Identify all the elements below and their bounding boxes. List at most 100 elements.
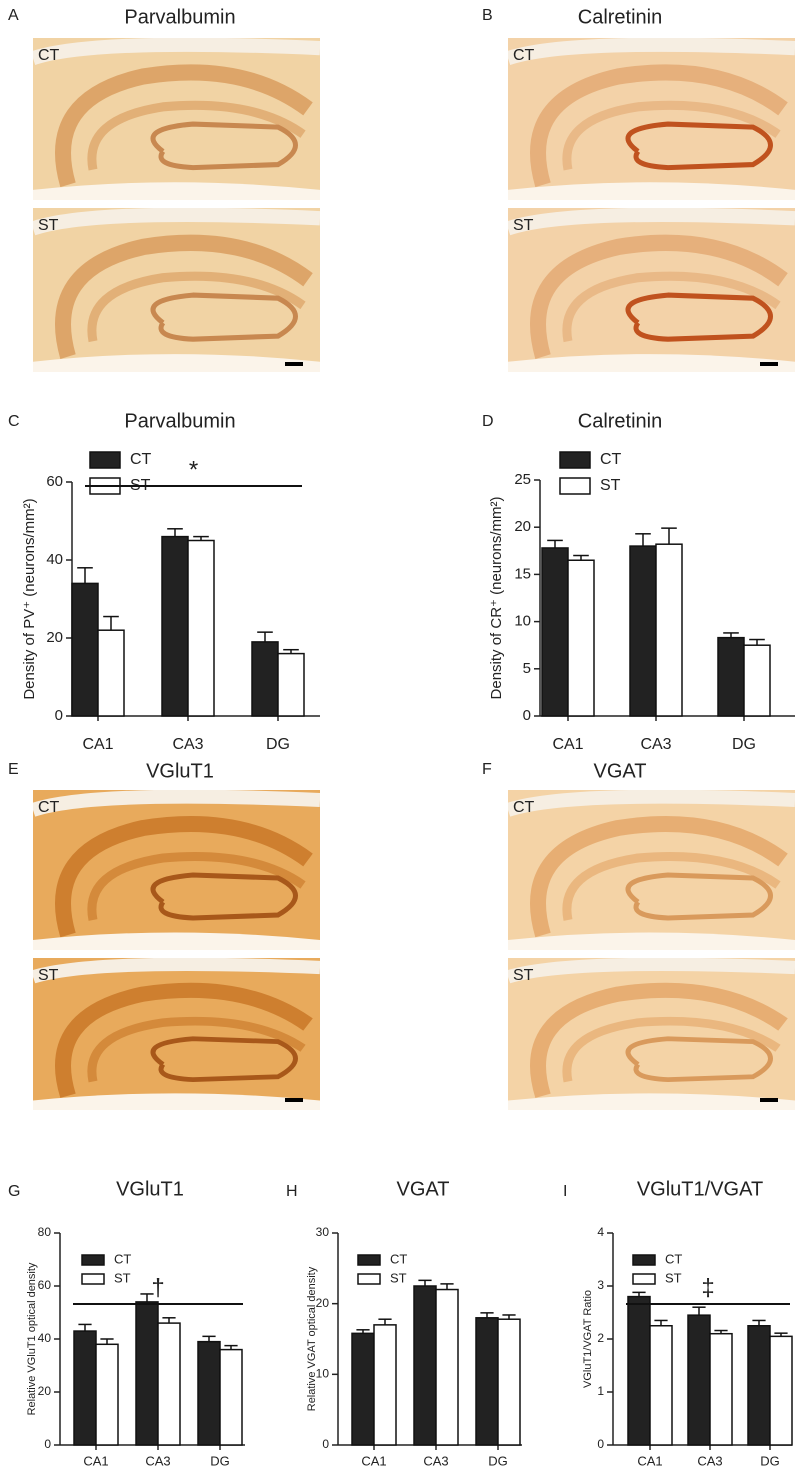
x-tick-label: CA3 [640, 736, 671, 753]
y-axis-label: Relative VGAT optical density [306, 1266, 318, 1411]
y-tick-label: 40 [38, 1331, 52, 1345]
x-tick-label: DG [732, 736, 756, 753]
micrograph [508, 958, 795, 1110]
legend-swatch [559, 451, 591, 469]
micrograph [33, 38, 320, 200]
bar [649, 1325, 673, 1446]
bar [71, 582, 99, 717]
panel-title: Calretinin [578, 6, 662, 28]
bar [629, 545, 657, 717]
legend-swatch [559, 477, 591, 495]
significance-mark: † [151, 1274, 164, 1301]
legend-label: CT [390, 1251, 407, 1266]
y-tick-label: 40 [46, 551, 63, 568]
bar [627, 1295, 651, 1446]
bar [747, 1325, 771, 1446]
legend-swatch [89, 451, 121, 469]
image-label: ST [513, 967, 534, 984]
y-tick-label: 0 [523, 707, 531, 724]
bar [161, 535, 189, 717]
bar [95, 1343, 119, 1446]
y-tick-label: 20 [316, 1296, 330, 1310]
legend-label: ST [390, 1270, 407, 1285]
x-tick-label: DG [210, 1453, 230, 1468]
legend-swatch [357, 1254, 381, 1266]
y-tick-label: 20 [46, 629, 63, 646]
bar [251, 641, 279, 717]
x-tick-label: CA1 [637, 1453, 662, 1468]
legend-label: CT [665, 1251, 682, 1266]
bar [687, 1314, 711, 1446]
x-tick-label: CA3 [145, 1453, 170, 1468]
legend-swatch [632, 1254, 656, 1266]
panel-letter: D [482, 413, 494, 430]
x-tick-label: DG [760, 1453, 780, 1468]
bar [157, 1322, 181, 1446]
x-tick-label: CA3 [172, 736, 203, 753]
image-label: ST [38, 967, 59, 984]
chart-title: VGluT1/VGAT [637, 1178, 763, 1200]
significance-mark: * [189, 456, 198, 483]
panel-letter: C [8, 413, 20, 430]
y-tick-label: 15 [514, 565, 531, 582]
y-tick-label: 10 [316, 1367, 330, 1381]
y-tick-label: 4 [597, 1225, 604, 1239]
legend-swatch [632, 1273, 656, 1285]
image-label: CT [38, 47, 60, 64]
y-tick-label: 2 [597, 1331, 604, 1345]
legend-label: CT [130, 451, 152, 468]
panel-letter: I [563, 1183, 567, 1200]
bar [567, 559, 595, 717]
micrograph [33, 208, 320, 372]
image-label: ST [513, 217, 534, 234]
y-tick-label: 5 [523, 660, 531, 677]
chart-title: VGluT1 [116, 1178, 184, 1200]
chart-title: Parvalbumin [124, 410, 235, 432]
image-label: CT [513, 47, 535, 64]
x-tick-label: DG [266, 736, 290, 753]
panel-letter: F [482, 761, 492, 778]
y-tick-label: 20 [38, 1384, 52, 1398]
chart-title: Calretinin [578, 410, 662, 432]
y-tick-label: 3 [597, 1278, 604, 1292]
image-label: ST [38, 217, 59, 234]
x-tick-label: CA1 [82, 736, 113, 753]
bar [717, 636, 745, 717]
bar [655, 543, 683, 717]
y-tick-label: 0 [44, 1437, 51, 1451]
x-tick-label: CA3 [697, 1453, 722, 1468]
y-tick-label: 0 [597, 1437, 604, 1451]
bar [497, 1318, 521, 1446]
significance-mark: ‡ [701, 1274, 714, 1301]
y-tick-label: 60 [46, 473, 63, 490]
y-axis-label: Density of CR⁺ (neurons/mm²) [488, 497, 505, 700]
bar [475, 1317, 499, 1446]
bar [219, 1348, 243, 1446]
y-tick-label: 20 [514, 518, 531, 535]
legend-label: ST [114, 1270, 131, 1285]
panel-title: VGluT1 [146, 760, 214, 782]
image-label: CT [513, 799, 535, 816]
y-tick-label: 25 [514, 471, 531, 488]
y-tick-label: 60 [38, 1278, 52, 1292]
legend-label: ST [600, 477, 621, 494]
bar [373, 1324, 397, 1446]
bar [277, 652, 305, 717]
micrograph [508, 790, 795, 950]
panel-title: VGAT [594, 760, 647, 782]
bar [709, 1332, 733, 1446]
legend-swatch [357, 1273, 381, 1285]
y-tick-label: 0 [322, 1437, 329, 1451]
x-tick-label: CA3 [423, 1453, 448, 1468]
scale-bar [760, 362, 778, 366]
chart-title: VGAT [397, 1178, 450, 1200]
bar [413, 1285, 437, 1446]
bar [135, 1301, 159, 1446]
scale-bar [760, 1098, 778, 1102]
panel-letter: H [286, 1183, 298, 1200]
y-tick-label: 0 [55, 707, 63, 724]
bar [97, 629, 125, 717]
micrograph [33, 790, 320, 950]
